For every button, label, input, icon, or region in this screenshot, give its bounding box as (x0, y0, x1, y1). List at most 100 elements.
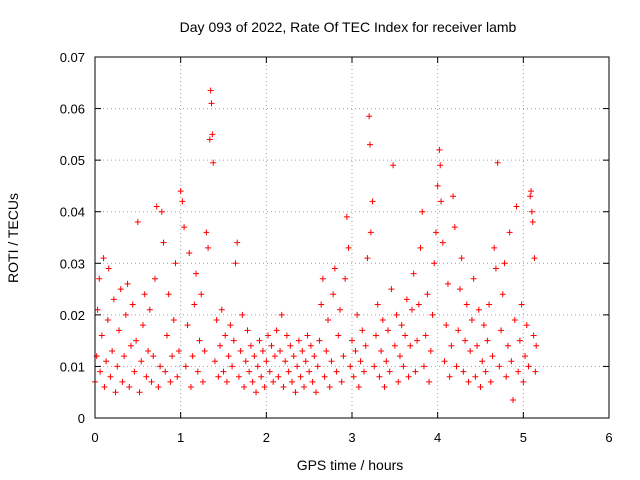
data-point (217, 342, 224, 349)
data-point (343, 213, 350, 220)
x-tick-label: 1 (177, 430, 184, 445)
data-point (525, 363, 532, 370)
data-point (437, 162, 444, 169)
data-point (448, 342, 455, 349)
data-point (362, 342, 369, 349)
data-point (515, 368, 522, 375)
data-point (270, 378, 277, 385)
x-tick-label: 3 (348, 430, 355, 445)
data-point (453, 363, 460, 370)
data-point (258, 373, 265, 380)
y-tick-label: 0 (78, 411, 85, 426)
data-point (372, 332, 379, 339)
data-point (268, 342, 275, 349)
data-point (511, 317, 518, 324)
data-point (133, 337, 140, 344)
data-point (151, 275, 158, 282)
data-point (504, 342, 511, 349)
y-tick-label: 0.03 (60, 256, 85, 271)
data-point (415, 301, 422, 308)
data-point (235, 373, 242, 380)
data-point (105, 265, 112, 272)
data-point (367, 229, 374, 236)
data-point (97, 368, 104, 375)
data-point (259, 347, 266, 354)
data-point (124, 280, 131, 287)
data-point (191, 301, 198, 308)
data-point (419, 208, 426, 215)
data-point (352, 347, 359, 354)
data-point (475, 306, 482, 313)
y-tick-label: 0.02 (60, 308, 85, 323)
data-point (122, 311, 129, 318)
data-point (307, 342, 314, 349)
data-point (508, 358, 515, 365)
data-point (220, 368, 227, 375)
data-point (167, 378, 174, 385)
data-point (153, 203, 160, 210)
data-point (529, 219, 536, 226)
data-point (446, 373, 453, 380)
data-point (256, 337, 263, 344)
data-point (410, 270, 417, 277)
data-point (172, 260, 179, 267)
data-point (451, 224, 458, 231)
data-point (527, 193, 534, 200)
data-point (342, 275, 349, 282)
data-point (533, 342, 540, 349)
data-point (237, 347, 244, 354)
data-point (467, 347, 474, 354)
data-point (227, 322, 234, 329)
data-point (141, 291, 148, 298)
data-point (516, 337, 523, 344)
data-point (282, 358, 289, 365)
data-point (360, 368, 367, 375)
data-point (402, 332, 409, 339)
data-point (254, 363, 261, 370)
data-point (439, 239, 446, 246)
data-point (199, 378, 206, 385)
x-tick-label: 5 (520, 430, 527, 445)
data-point (432, 229, 439, 236)
data-point (371, 363, 378, 370)
data-point (275, 373, 282, 380)
data-point (107, 373, 114, 380)
y-axis: 0 0.01 0.02 0.03 0.04 0.05 0.06 0.07 (60, 50, 609, 426)
data-point (266, 368, 273, 375)
data-point (139, 322, 146, 329)
data-point (422, 332, 429, 339)
data-point (309, 378, 316, 385)
data-point (333, 368, 340, 375)
data-point (249, 378, 256, 385)
data-point (131, 368, 138, 375)
x-axis: 0 1 2 3 4 5 6 (91, 57, 613, 445)
data-point (465, 378, 472, 385)
data-point (323, 347, 330, 354)
data-point (117, 286, 124, 293)
data-point (391, 342, 398, 349)
data-point (196, 337, 203, 344)
data-point (110, 296, 117, 303)
data-point (301, 384, 308, 391)
data-point (244, 327, 251, 334)
data-point (390, 162, 397, 169)
data-point (295, 337, 302, 344)
data-point (283, 332, 290, 339)
x-axis-label: GPS time / hours (297, 457, 404, 473)
data-point (335, 332, 342, 339)
data-point (479, 358, 486, 365)
y-tick-label: 0.01 (60, 359, 85, 374)
data-point (417, 244, 424, 251)
data-point (313, 389, 320, 396)
data-point (127, 342, 134, 349)
data-point (145, 347, 152, 354)
x-tick-label: 2 (263, 430, 270, 445)
data-point (100, 255, 107, 262)
data-point (357, 358, 364, 365)
data-point (109, 347, 116, 354)
data-point (273, 327, 280, 334)
x-tick-label: 0 (91, 430, 98, 445)
data-point (289, 378, 296, 385)
data-point (532, 368, 539, 375)
data-point (319, 275, 326, 282)
